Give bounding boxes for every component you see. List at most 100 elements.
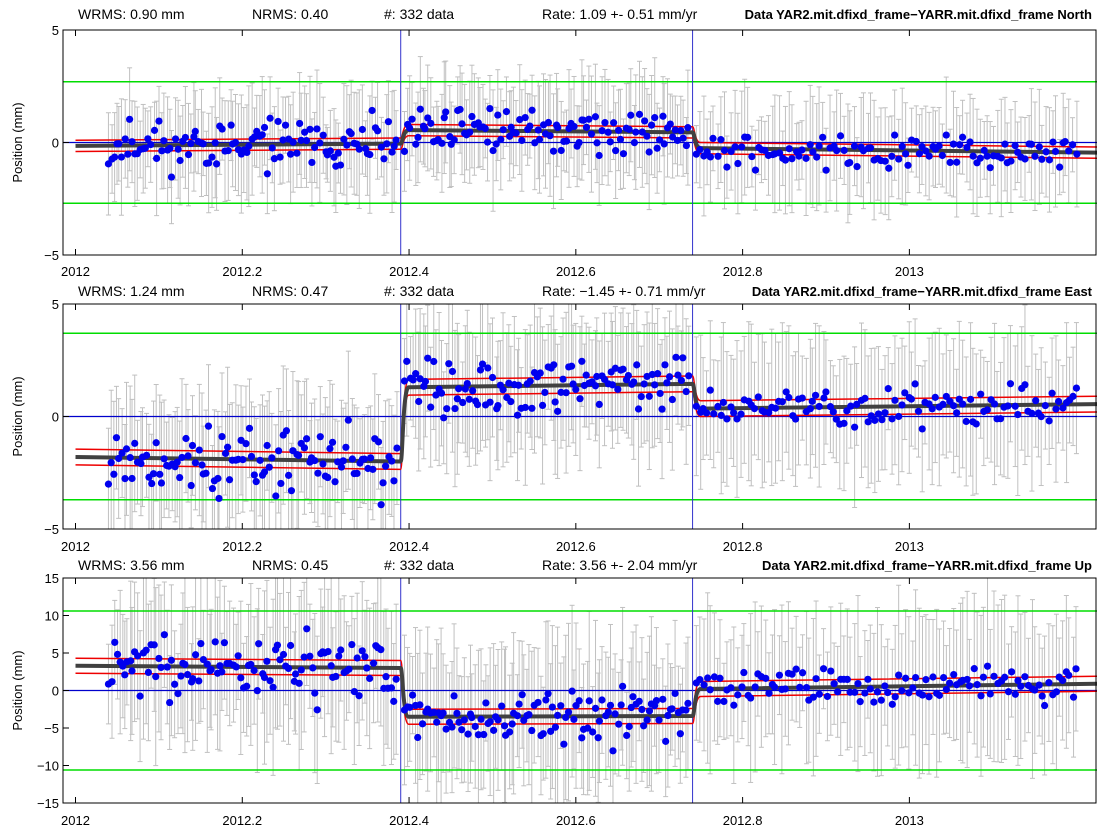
data-point — [781, 156, 790, 164]
data-point — [589, 728, 597, 736]
data-point — [653, 144, 661, 152]
data-point — [970, 665, 978, 673]
data-point — [570, 715, 578, 723]
data-point — [177, 672, 185, 680]
data-point — [918, 691, 927, 699]
data-point — [579, 116, 588, 124]
data-point — [211, 139, 219, 147]
data-point — [127, 657, 135, 665]
data-point — [207, 665, 215, 674]
data-point — [969, 152, 977, 160]
data-point — [518, 691, 526, 699]
data-point — [478, 360, 487, 368]
data-point — [445, 360, 453, 368]
data-point — [1014, 410, 1022, 419]
data-point — [468, 112, 476, 121]
data-point — [1004, 402, 1012, 410]
data-point — [499, 386, 507, 394]
data-point — [547, 727, 555, 735]
data-point — [377, 646, 385, 654]
x-tick-label: 2012.6 — [556, 813, 596, 828]
data-point — [682, 141, 691, 150]
data-point — [416, 701, 424, 709]
data-point — [942, 131, 950, 139]
data-point — [455, 385, 463, 393]
data-point — [881, 157, 889, 165]
data-point — [232, 663, 240, 671]
data-point — [979, 673, 987, 681]
data-point — [380, 155, 388, 163]
data-point — [137, 459, 145, 468]
data-point — [587, 130, 596, 138]
data-point — [204, 422, 213, 430]
data-point — [157, 663, 165, 672]
data-point — [898, 401, 906, 409]
data-point — [432, 391, 440, 399]
data-point — [334, 149, 342, 157]
data-point — [250, 666, 258, 675]
data-point — [181, 133, 189, 142]
data-point — [455, 718, 463, 726]
data-point — [935, 691, 944, 699]
data-point — [483, 138, 492, 146]
data-points — [104, 104, 1081, 181]
data-point — [598, 127, 606, 135]
y-axis-label: Position (mm) — [10, 376, 25, 456]
data-point — [361, 653, 369, 661]
data-point — [723, 415, 731, 423]
data-point — [480, 730, 488, 739]
data-point — [224, 443, 232, 451]
panel-title: Data YAR2.mit.dfixd_frame−YARR.mit.dfixd… — [745, 7, 1092, 22]
data-point — [334, 458, 342, 466]
data-point — [706, 153, 715, 161]
data-point — [611, 710, 619, 718]
stat-count: #: 332 data — [384, 283, 454, 299]
data-point — [373, 127, 382, 135]
stat-wrms: WRMS: 0.90 mm — [78, 6, 185, 22]
data-point — [126, 453, 134, 462]
data-point — [104, 160, 113, 168]
data-point — [560, 740, 568, 748]
data-point — [231, 138, 240, 147]
data-point — [144, 668, 153, 677]
data-point — [1021, 673, 1029, 681]
data-point — [775, 671, 784, 679]
data-point — [679, 134, 687, 142]
data-point — [408, 115, 416, 123]
data-point — [1021, 155, 1029, 163]
data-point — [714, 402, 722, 411]
model-line — [75, 128, 1097, 155]
data-point — [142, 646, 150, 654]
data-point — [277, 479, 285, 488]
data-point — [564, 708, 573, 716]
data-point — [430, 357, 438, 366]
data-point — [751, 683, 759, 691]
data-point — [823, 692, 832, 701]
data-point — [234, 652, 242, 660]
data-point — [348, 640, 356, 649]
data-point — [643, 716, 651, 724]
plot-area — [63, 304, 1097, 529]
data-point — [224, 147, 232, 155]
data-point — [468, 713, 476, 722]
data-point — [1006, 380, 1015, 388]
data-point — [311, 456, 319, 465]
data-point — [853, 162, 861, 171]
data-point — [668, 395, 676, 404]
data-point — [358, 647, 366, 655]
data-point — [538, 401, 547, 410]
data-point — [163, 663, 171, 671]
data-point — [714, 152, 722, 160]
data-point — [515, 381, 523, 389]
data-point — [227, 121, 235, 129]
data-point — [619, 150, 628, 158]
data-point — [242, 440, 250, 448]
data-point — [1072, 665, 1080, 673]
data-point — [366, 150, 374, 159]
data-point — [812, 675, 820, 683]
data-point — [111, 153, 119, 161]
data-point — [1069, 392, 1077, 400]
data-point — [730, 701, 738, 709]
data-point — [1072, 384, 1081, 392]
